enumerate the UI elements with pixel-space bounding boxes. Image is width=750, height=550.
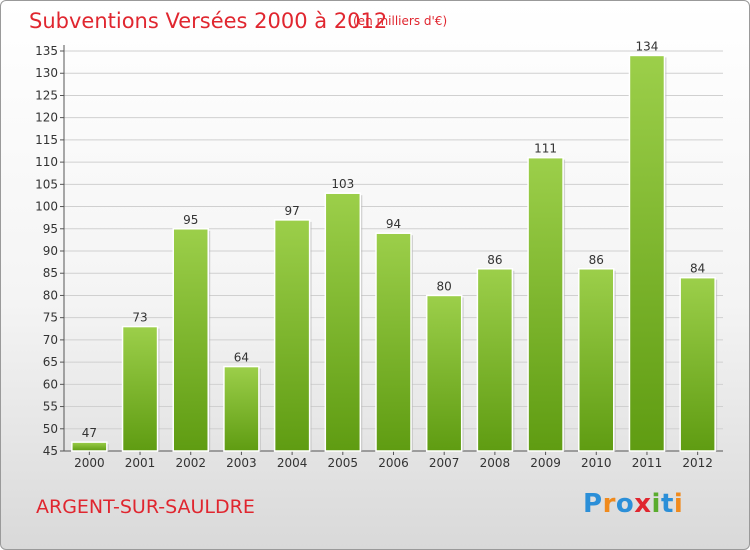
logo-letter: t (660, 489, 674, 519)
bar[interactable] (425, 294, 463, 452)
bar[interactable] (679, 276, 716, 452)
bar[interactable] (172, 228, 209, 452)
y-tick-label: 45 (43, 444, 58, 458)
x-tick-label: 2007 (429, 456, 460, 470)
y-tick-label: 80 (43, 288, 58, 302)
y-tick-label: 85 (43, 266, 58, 280)
y-tick-label: 125 (35, 88, 58, 102)
x-tick-label: 2009 (530, 456, 561, 470)
bar[interactable] (121, 325, 159, 452)
bar[interactable] (527, 156, 564, 452)
bar[interactable] (223, 365, 260, 452)
bar[interactable] (324, 192, 362, 452)
y-tick-label: 65 (43, 355, 58, 369)
y-tick-label: 60 (43, 377, 58, 391)
bar-value-label: 94 (386, 217, 401, 231)
y-tick-label: 95 (43, 222, 58, 236)
chart-title: Subventions Versées 2000 à 2012 (29, 9, 388, 33)
bar-value-label: 64 (234, 351, 249, 365)
bar[interactable] (476, 268, 514, 452)
x-tick-label: 2006 (378, 456, 409, 470)
x-tick-label: 2002 (175, 456, 206, 470)
logo-letter: i (673, 489, 684, 519)
y-tick-label: 115 (35, 133, 58, 147)
y-tick-label: 135 (35, 44, 58, 58)
x-tick-label: 2010 (581, 456, 612, 470)
logo-letter: r (602, 489, 616, 519)
bar[interactable] (578, 268, 615, 452)
y-tick-label: 105 (35, 177, 58, 191)
bar-value-label: 103 (331, 177, 354, 191)
label-layer: 47 2000 73 2001 95 2002 64 2003 97 2004 103 2005 94 2… (74, 39, 713, 470)
bar-value-label: 73 (132, 311, 147, 325)
bar-value-label: 134 (636, 39, 659, 53)
chart-unit: (en milliers d'€) (353, 14, 448, 28)
bar-value-label: 84 (690, 262, 705, 276)
logo-letter: P (583, 489, 603, 519)
logo-letter: o (615, 489, 635, 519)
bar-value-label: 86 (487, 253, 502, 267)
y-tick-label: 100 (35, 200, 58, 214)
x-tick-label: 2008 (480, 456, 511, 470)
bar-value-label: 47 (82, 426, 97, 440)
x-tick-label: 2000 (74, 456, 105, 470)
bar[interactable] (628, 54, 666, 452)
commune-name: ARGENT-SUR-SAULDRE (36, 496, 255, 518)
y-tick-label: 50 (43, 422, 58, 436)
y-tick-label: 110 (35, 155, 58, 169)
x-tick-label: 2001 (125, 456, 156, 470)
bar-value-label: 95 (183, 213, 198, 227)
bar-value-label: 80 (437, 279, 452, 293)
y-tick-label: 90 (43, 244, 58, 258)
axis-layer: 45 50 55 60 65 70 75 80 85 90 95 100 105 110 115 120 125… (35, 44, 723, 458)
bar[interactable] (375, 232, 412, 452)
y-tick-label: 75 (43, 311, 58, 325)
logo-letter: x (634, 489, 652, 519)
bar-layer (71, 54, 718, 452)
logo-letter: i (651, 489, 661, 519)
bar-value-label: 97 (284, 204, 299, 218)
bar[interactable] (273, 219, 311, 452)
x-tick-label: 2003 (226, 456, 257, 470)
bar-value-label: 111 (534, 142, 557, 156)
bar-value-label: 86 (589, 253, 604, 267)
x-tick-label: 2012 (682, 456, 713, 470)
y-tick-label: 55 (43, 400, 58, 414)
y-tick-label: 120 (35, 111, 58, 125)
proxiti-logo[interactable]: Proxiti (583, 489, 683, 519)
x-tick-label: 2004 (277, 456, 308, 470)
y-tick-label: 70 (43, 333, 58, 347)
x-tick-label: 2011 (632, 456, 663, 470)
bar[interactable] (71, 441, 108, 452)
x-tick-label: 2005 (328, 456, 359, 470)
y-tick-label: 130 (35, 66, 58, 80)
